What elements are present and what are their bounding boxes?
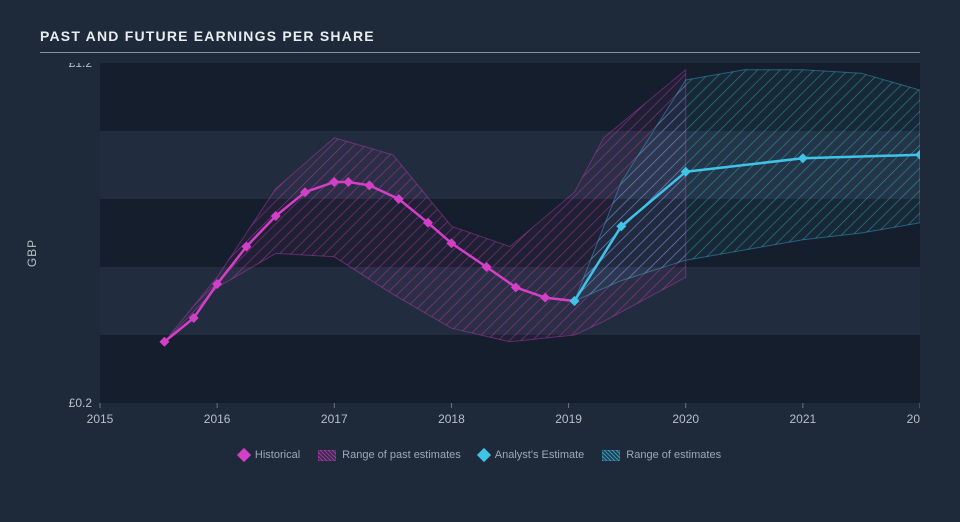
hatch-icon <box>602 450 620 461</box>
diamond-icon <box>237 448 251 462</box>
svg-text:£0.2: £0.2 <box>69 396 93 410</box>
hatch-icon <box>318 450 336 461</box>
legend-label: Range of past estimates <box>342 449 461 461</box>
legend-label: Range of estimates <box>626 449 721 461</box>
plot-area: GBP £0.2£1.22015201620172018201920202021… <box>40 63 920 443</box>
legend-label: Analyst's Estimate <box>495 449 585 461</box>
eps-chart: PAST AND FUTURE EARNINGS PER SHARE GBP £… <box>40 28 920 461</box>
legend-past-range: Range of past estimates <box>318 449 461 461</box>
svg-text:2019: 2019 <box>555 412 582 426</box>
legend-label: Historical <box>255 449 300 461</box>
legend: Historical Range of past estimates Analy… <box>40 449 920 461</box>
legend-estimate-range: Range of estimates <box>602 449 721 461</box>
svg-text:£1.2: £1.2 <box>69 63 93 70</box>
svg-text:2017: 2017 <box>321 412 348 426</box>
diamond-icon <box>477 448 491 462</box>
chart-svg: £0.2 £1.2 2015 2016 2017 2018 2019 2020 2021 2022 <box>40 63 920 443</box>
y-axis-label: GBP <box>25 239 39 267</box>
svg-text:2018: 2018 <box>438 412 465 426</box>
svg-text:2021: 2021 <box>790 412 817 426</box>
svg-text:2015: 2015 <box>87 412 114 426</box>
chart-title: PAST AND FUTURE EARNINGS PER SHARE <box>40 28 920 53</box>
legend-estimate: Analyst's Estimate <box>479 449 585 461</box>
legend-historical: Historical <box>239 449 300 461</box>
svg-text:2020: 2020 <box>672 412 699 426</box>
svg-text:2016: 2016 <box>204 412 231 426</box>
svg-text:2022: 2022 <box>907 412 920 426</box>
